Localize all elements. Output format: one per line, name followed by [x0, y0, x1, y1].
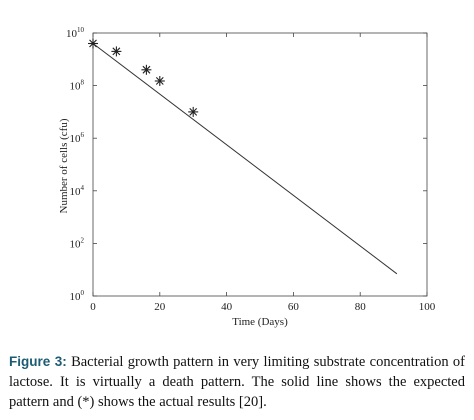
actual-result-marker [88, 38, 98, 49]
x-tick-label: 0 [90, 301, 96, 313]
y-tick-exponent: 2 [81, 236, 85, 244]
plot-series [88, 38, 398, 275]
y-axis-label: Number of cells (cfu) [58, 118, 70, 213]
y-tick-label: 108 [70, 79, 85, 93]
y-tick-exponent: 8 [81, 79, 85, 87]
actual-result-marker [154, 76, 165, 86]
figure-caption-text: Bacterial growth pattern in very limitin… [9, 354, 465, 410]
figure-caption: Figure 3: Bacterial growth pattern in ve… [9, 352, 465, 412]
x-axis: 0 20 40 60 80 100 [90, 33, 436, 313]
x-tick-label: 60 [288, 301, 300, 313]
x-axis-label: Time (Days) [232, 316, 288, 328]
x-tick-label: 100 [419, 301, 436, 313]
figure-label: Figure 3: [9, 354, 67, 369]
x-tick-label: 80 [355, 301, 367, 313]
y-tick-exponent: 6 [81, 131, 85, 139]
x-tick-label: 20 [154, 301, 166, 313]
y-tick-base: 10 [70, 133, 82, 145]
plot-frame [92, 32, 428, 297]
y-tick-base: 10 [70, 238, 82, 250]
y-tick-exponent: 10 [77, 26, 85, 34]
x-tick-label: 40 [221, 301, 233, 313]
y-tick-base: 10 [70, 81, 82, 93]
actual-result-marker [141, 64, 152, 75]
y-tick-label: 102 [70, 236, 85, 250]
y-tick-base: 10 [70, 186, 82, 198]
y-tick-label: 1010 [66, 26, 85, 40]
y-tick-exponent: 0 [81, 289, 85, 297]
y-tick-base: 10 [66, 28, 78, 40]
actual-result-marker [111, 46, 122, 57]
y-tick-label: 106 [70, 131, 85, 145]
y-tick-label: 100 [70, 289, 85, 303]
expected-pattern-line [92, 43, 398, 275]
y-tick-label: 104 [70, 184, 85, 198]
y-tick-exponent: 4 [81, 184, 85, 192]
y-tick-base: 10 [70, 291, 82, 303]
actual-result-marker [188, 106, 199, 117]
